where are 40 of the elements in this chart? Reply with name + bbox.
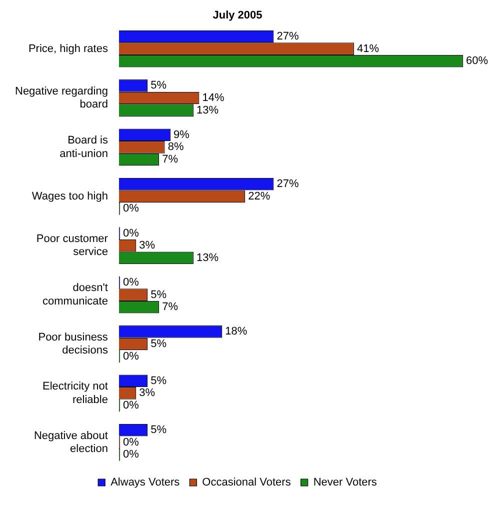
legend-label: Always Voters xyxy=(110,476,180,489)
data-label: 0% xyxy=(122,448,140,461)
data-label: 14% xyxy=(202,92,224,104)
data-label: 22% xyxy=(248,190,270,202)
data-label: 0% xyxy=(122,227,140,240)
data-label: 7% xyxy=(162,301,178,314)
data-label: 5% xyxy=(150,424,167,436)
y-tick-label: Electricity not reliable xyxy=(42,380,108,406)
y-tick-label: Negative regarding board xyxy=(14,85,108,111)
data-label: 3% xyxy=(139,387,156,400)
y-tick-label: Board is anti-union xyxy=(60,134,108,160)
legend-label: Never Voters xyxy=(313,476,378,489)
data-label: 13% xyxy=(196,104,219,116)
data-label: 0% xyxy=(122,350,140,362)
data-label: 27% xyxy=(276,30,300,43)
chart-title: July 2005 xyxy=(212,10,262,22)
data-label: 41% xyxy=(357,42,380,55)
data-label: 0% xyxy=(122,436,140,448)
data-label: 5% xyxy=(150,374,167,387)
data-label: 0% xyxy=(122,400,140,412)
y-tick-label: doesn't communicate xyxy=(42,282,108,308)
data-label: 3% xyxy=(139,240,156,252)
data-label: 9% xyxy=(174,128,190,141)
y-tick-label: Negative about election xyxy=(34,430,108,456)
data-label: 5% xyxy=(150,288,167,301)
y-tick-label: Price, high rates xyxy=(28,42,108,55)
data-label: 18% xyxy=(225,326,248,338)
data-label: 5% xyxy=(150,338,167,350)
y-tick-label: Wages too high xyxy=(32,190,108,202)
data-label: 60% xyxy=(466,55,488,68)
data-label: 13% xyxy=(196,252,219,264)
y-tick-label: Poor customer service xyxy=(36,233,108,258)
data-label: 7% xyxy=(162,154,178,166)
data-label: 8% xyxy=(168,141,184,154)
y-tick-label: Poor business decisions xyxy=(38,331,108,357)
data-label: 27% xyxy=(276,178,300,190)
data-label: 0% xyxy=(122,202,140,215)
legend-label: Occasional Voters xyxy=(202,476,292,489)
data-label: 0% xyxy=(122,276,140,289)
data-label: 5% xyxy=(150,80,167,92)
